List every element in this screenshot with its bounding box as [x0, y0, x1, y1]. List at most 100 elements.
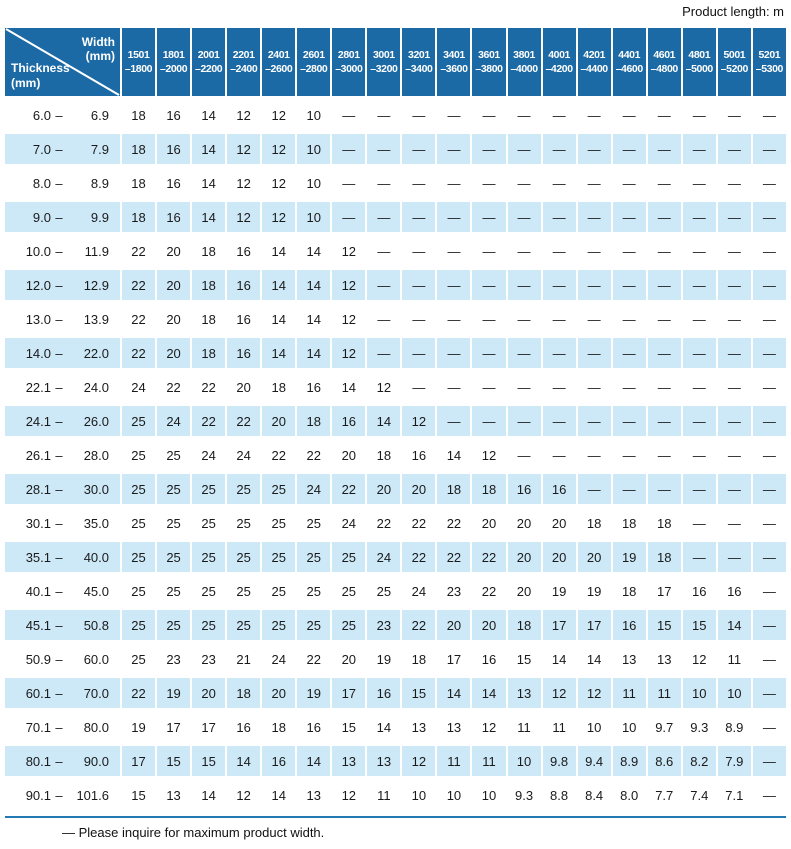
- length-value-cell: 18: [437, 474, 471, 504]
- length-value-cell: 10: [297, 202, 331, 232]
- length-value-cell: 22: [376, 515, 392, 531]
- length-value-cell: 11: [552, 719, 566, 735]
- width-column-header: 3401 –3600: [437, 28, 471, 96]
- thickness-range-cell: 40.1 – 45.0: [5, 576, 120, 606]
- length-value-cell: 16: [227, 270, 261, 300]
- range-dash: –: [55, 549, 63, 565]
- length-value-cell: —: [507, 338, 541, 368]
- length-value-cell: 9.4: [577, 746, 611, 776]
- length-value-cell: 22: [332, 474, 366, 504]
- length-value-cell: —: [727, 515, 741, 531]
- length-value-cell: 10: [446, 787, 462, 803]
- length-value-cell: 22: [122, 270, 156, 300]
- length-value-cell: —: [692, 107, 706, 123]
- width-column-header: 2201 –2400: [227, 28, 261, 96]
- range-dash: –: [55, 379, 63, 395]
- width-axis-unit: (mm): [85, 49, 115, 64]
- length-value-cell: —: [752, 338, 786, 368]
- thickness-range-cell: 24.1 – 26.0: [5, 406, 120, 436]
- width-column-header: 2401 –2600: [262, 28, 296, 96]
- length-value-cell: 19: [612, 542, 646, 572]
- length-value-cell: 22: [122, 678, 156, 708]
- bottom-rule: [5, 816, 786, 818]
- length-value-cell: 16: [157, 134, 191, 164]
- length-value-cell: 25: [271, 515, 286, 531]
- length-value-cell: 15: [682, 610, 716, 640]
- length-value-cell: 25: [157, 474, 191, 504]
- length-value-cell: 10: [481, 787, 497, 803]
- corner-cell: Width (mm) Thickness (mm): [5, 28, 120, 96]
- length-value-cell: 12: [332, 270, 366, 300]
- length-value-cell: 22: [437, 542, 471, 572]
- length-value-cell: —: [482, 243, 496, 259]
- thickness-min: 80.1: [25, 753, 51, 769]
- thickness-axis-label-text: Thickness: [11, 61, 70, 76]
- length-value-cell: 16: [157, 202, 191, 232]
- length-value-cell: 24: [367, 542, 401, 572]
- length-value-cell: —: [612, 202, 646, 232]
- thickness-max: 8.9: [90, 175, 109, 191]
- length-value-cell: —: [752, 270, 786, 300]
- length-value-cell: 25: [166, 583, 181, 599]
- thickness-min: 50.9: [25, 651, 51, 667]
- length-value-cell: 25: [131, 515, 146, 531]
- length-value-cell: 14: [271, 311, 286, 327]
- thickness-max: 40.0: [83, 549, 109, 565]
- length-value-cell: 16: [227, 338, 261, 368]
- length-value-cell: 20: [341, 447, 357, 463]
- thickness-max: 24.0: [83, 379, 109, 395]
- length-value-cell: 12: [262, 134, 296, 164]
- length-value-cell: —: [482, 379, 496, 395]
- length-value-cell: —: [587, 447, 601, 463]
- thickness-range-cell: 13.0 – 13.9: [5, 304, 120, 334]
- length-value-cell: 20: [341, 651, 357, 667]
- length-value-cell: —: [612, 406, 646, 436]
- length-value-cell: 17: [446, 651, 462, 667]
- length-value-cell: 25: [192, 474, 226, 504]
- thickness-min: 14.0: [25, 345, 51, 361]
- length-value-cell: —: [447, 243, 461, 259]
- thickness-min: 40.1: [25, 583, 51, 599]
- range-dash: –: [55, 481, 63, 497]
- length-value-cell: —: [437, 202, 471, 232]
- length-value-cell: 25: [192, 542, 226, 572]
- length-value-cell: 22: [306, 447, 321, 463]
- length-value-cell: —: [692, 379, 706, 395]
- thickness-range-cell: 50.9 – 60.0: [5, 644, 120, 674]
- length-value-cell: —: [447, 311, 461, 327]
- length-value-cell: 12: [341, 243, 357, 259]
- thickness-range-cell: 80.1 – 90.0: [5, 746, 120, 776]
- length-value-cell: —: [517, 107, 531, 123]
- length-value-cell: 24: [297, 474, 331, 504]
- length-value-cell: —: [717, 406, 751, 436]
- length-value-cell: 8.6: [647, 746, 681, 776]
- thickness-min: 90.1: [25, 787, 51, 803]
- thickness-axis-label: Thickness (mm): [11, 61, 70, 90]
- length-value-cell: 12: [227, 134, 261, 164]
- length-value-cell: —: [762, 243, 776, 259]
- length-value-cell: 14: [446, 447, 462, 463]
- length-value-cell: 18: [647, 542, 681, 572]
- length-value-cell: 12: [481, 719, 497, 735]
- length-value-cell: —: [342, 107, 356, 123]
- length-value-cell: 11: [472, 746, 506, 776]
- range-dash: –: [55, 447, 63, 463]
- length-value-cell: 12: [692, 651, 707, 667]
- length-value-cell: —: [472, 270, 506, 300]
- length-value-cell: —: [437, 270, 471, 300]
- length-value-cell: —: [437, 338, 471, 368]
- length-value-cell: 10: [586, 719, 602, 735]
- length-value-cell: —: [692, 447, 706, 463]
- length-value-cell: —: [752, 474, 786, 504]
- table-row: 45.1 – 50.8 25 25 25 25 25 25 25 23 22 20 20 18 17 17…: [5, 608, 786, 642]
- length-value-cell: 14: [201, 787, 216, 803]
- length-value-cell: 16: [236, 243, 251, 259]
- length-value-cell: 22: [227, 406, 261, 436]
- length-value-cell: 19: [586, 583, 602, 599]
- range-dash: –: [55, 651, 63, 667]
- length-value-cell: 10: [297, 134, 331, 164]
- length-value-cell: 16: [306, 379, 321, 395]
- length-value-cell: 25: [262, 610, 296, 640]
- length-value-cell: 11: [377, 787, 391, 803]
- length-value-cell: —: [437, 406, 471, 436]
